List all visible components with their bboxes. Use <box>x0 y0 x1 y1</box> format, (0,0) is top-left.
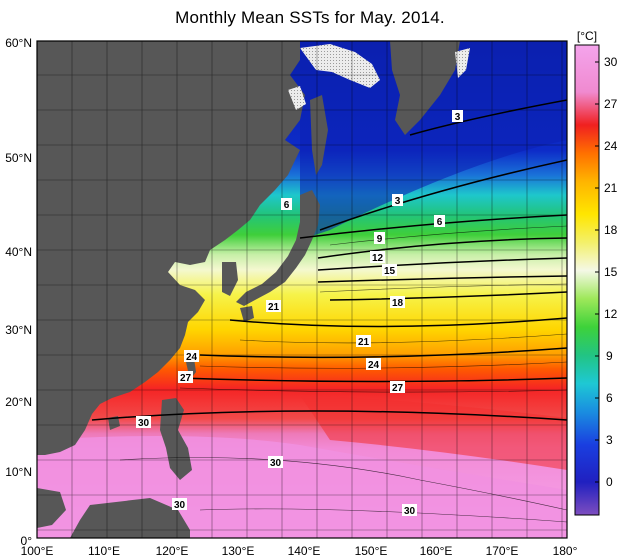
isotherm-label-18: 18 <box>390 296 405 309</box>
isotherm-label-30b: 30 <box>268 456 283 469</box>
svg-text:27: 27 <box>392 383 404 394</box>
isotherm-label-30a: 30 <box>136 416 151 429</box>
lon-label: 150°E <box>355 544 388 558</box>
svg-text:12: 12 <box>372 253 384 264</box>
lon-label: 180° <box>553 544 578 558</box>
svg-text:3: 3 <box>455 112 461 123</box>
lon-label: 130°E <box>222 544 255 558</box>
svg-text:15: 15 <box>384 266 396 277</box>
colorbar-tick: 21 <box>604 181 618 195</box>
isotherm-label-12: 12 <box>370 251 385 264</box>
isotherm-label-27b: 27 <box>390 381 405 394</box>
lon-label: 110°E <box>88 544 120 558</box>
lat-label: 60°N <box>5 36 32 50</box>
colorbar-tick: 24 <box>604 139 618 153</box>
isotherm-label-24b: 24 <box>366 358 381 371</box>
colorbar-tick: 15 <box>604 265 618 279</box>
lat-label: 30°N <box>5 323 32 337</box>
lon-label: 160°E <box>420 544 453 558</box>
lat-label: 40°N <box>5 245 32 259</box>
colorbar-tick: 0 <box>606 475 613 489</box>
lat-label: 20°N <box>5 395 32 409</box>
isotherm-label-30d: 30 <box>402 504 417 517</box>
isotherm-label-9: 9 <box>374 232 385 245</box>
lon-label: 170°E <box>486 544 519 558</box>
svg-text:18: 18 <box>392 298 404 309</box>
svg-text:9: 9 <box>377 234 383 245</box>
lat-label: 10°N <box>5 465 32 479</box>
units-label: [°C] <box>577 29 597 43</box>
colorbar-tick: 3 <box>606 433 613 447</box>
lat-label: 50°N <box>5 151 32 165</box>
colorbar-tick: 9 <box>606 349 613 363</box>
svg-text:24: 24 <box>368 360 380 371</box>
svg-text:30: 30 <box>270 458 282 469</box>
svg-text:6: 6 <box>437 217 443 228</box>
isotherm-label-15: 15 <box>382 264 397 277</box>
map-title: Monthly Mean SSTs for May. 2014. <box>175 8 445 27</box>
colorbar-scale <box>574 44 600 516</box>
colorbar-tick: 6 <box>606 391 613 405</box>
svg-text:30: 30 <box>174 500 186 511</box>
isotherm-label-30c: 30 <box>172 498 187 511</box>
isotherm-label-21a: 21 <box>266 300 281 313</box>
svg-text:27: 27 <box>180 373 192 384</box>
colorbar: [°C] 0 3 6 9 12 15 18 21 24 27 30 <box>574 29 618 516</box>
lon-label: 140°E <box>288 544 321 558</box>
svg-text:21: 21 <box>268 302 280 313</box>
isotherm-label-3b: 3 <box>392 194 403 207</box>
isotherm-label-6a: 6 <box>281 198 292 211</box>
svg-text:30: 30 <box>138 418 150 429</box>
colorbar-tick: 18 <box>604 223 618 237</box>
svg-text:3: 3 <box>395 196 401 207</box>
lat-label: 0° <box>21 534 33 548</box>
svg-text:21: 21 <box>358 337 370 348</box>
land-asia <box>37 41 305 455</box>
svg-text:6: 6 <box>284 200 290 211</box>
colorbar-tick: 30 <box>604 55 618 69</box>
latitude-axis: 0° 10°N 20°N 30°N 40°N 50°N 60°N <box>5 36 32 548</box>
svg-text:24: 24 <box>186 352 198 363</box>
colorbar-tick: 12 <box>604 307 618 321</box>
isotherm-label-21b: 21 <box>356 335 371 348</box>
sea-ice <box>300 44 380 88</box>
isotherm-label-3a: 3 <box>452 110 463 123</box>
svg-text:30: 30 <box>404 506 416 517</box>
isotherm-labels: 3 3 6 6 9 12 15 18 21 21 24 24 27 27 30 … <box>136 110 463 517</box>
lon-label: 100°E <box>21 544 54 558</box>
isotherm-label-24a: 24 <box>184 350 199 363</box>
colorbar-tick: 27 <box>604 97 618 111</box>
isotherm-label-27a: 27 <box>178 371 193 384</box>
longitude-axis: 100°E 110°E 120°E 130°E 140°E 150°E 160°… <box>21 544 578 558</box>
map-frame <box>36 40 568 539</box>
isotherm-label-6b: 6 <box>434 215 445 228</box>
lon-label: 120°E <box>156 544 189 558</box>
